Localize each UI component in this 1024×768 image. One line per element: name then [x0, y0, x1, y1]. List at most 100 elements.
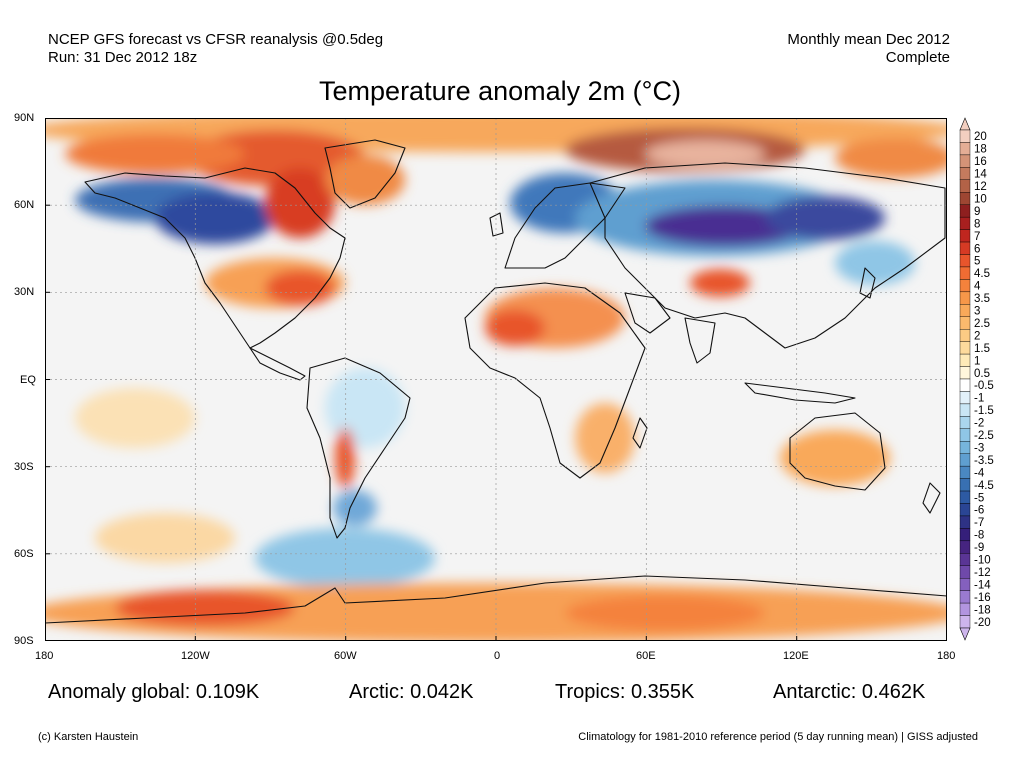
colorbar-swatch — [959, 266, 971, 280]
coast-madagascar — [632, 417, 648, 449]
colorbar-swatch — [959, 403, 971, 417]
coast-central-america — [249, 347, 306, 381]
colorbar-swatch — [959, 565, 971, 579]
colorbar-swatch — [959, 378, 971, 392]
temperature-anomaly-map — [45, 118, 947, 641]
coast-arabia — [624, 292, 671, 334]
coastlines — [45, 139, 947, 624]
lon-label-60w: 60W — [334, 650, 357, 662]
colorbar-label: -4.5 — [974, 480, 994, 492]
colorbar-label: -9 — [974, 542, 984, 554]
coast-asia — [589, 162, 946, 349]
lon-label-180e: 180 — [937, 650, 956, 662]
colorbar-swatch — [959, 142, 971, 156]
lon-label-60e: 60E — [636, 650, 656, 662]
colorbar-swatch — [959, 540, 971, 554]
colorbar-swatch — [959, 465, 971, 479]
colorbar-label: 14 — [974, 169, 987, 181]
coast-new-zealand — [922, 482, 941, 514]
colorbar-swatch — [959, 478, 971, 492]
colorbar-label: 5 — [974, 256, 980, 268]
coast-uk — [489, 212, 504, 237]
colorbar-swatch — [959, 291, 971, 305]
colorbar-label: -5 — [974, 492, 984, 504]
colorbar-label: 4 — [974, 281, 981, 293]
colorbar-label: -20 — [974, 617, 991, 629]
colorbar-label: -2.5 — [974, 430, 994, 442]
coast-antarctica — [45, 575, 947, 624]
lon-label-0: 0 — [494, 650, 501, 662]
colorbar-swatch — [959, 490, 971, 504]
colorbar-label: 7 — [974, 231, 980, 243]
colorbar-swatch — [959, 341, 971, 355]
colorbar-label: -2 — [974, 418, 984, 430]
colorbar-swatch — [959, 428, 971, 442]
lat-label-90s: 90S — [14, 635, 34, 647]
stat-global: Anomaly global: 0.109K — [48, 681, 260, 703]
lon-label-180w: 180 — [35, 650, 54, 662]
coast-south-america — [306, 357, 411, 539]
lat-label-eq: EQ — [20, 374, 36, 386]
colorbar-label: -12 — [974, 567, 991, 579]
colorbar-label: -3.5 — [974, 455, 994, 467]
lon-label-120w: 120W — [181, 650, 210, 662]
colorbar-label: -8 — [974, 530, 984, 542]
colorbar-swatch — [959, 528, 971, 542]
coast-indonesia — [744, 382, 856, 404]
colorbar-label: 1 — [974, 355, 980, 367]
stat-antarctic: Antarctic: 0.462K — [773, 681, 926, 703]
colorbar-label: 16 — [974, 156, 987, 168]
coast-europe — [504, 182, 626, 269]
colorbar-swatch — [959, 615, 971, 629]
colorbar: 201816141210987654.543.532.521.510.5-0.5… — [959, 117, 994, 641]
lat-label-60n: 60N — [14, 199, 35, 211]
period-line: Monthly mean Dec 2012 — [787, 31, 950, 48]
colorbar-label: -4 — [974, 467, 985, 479]
colorbar-swatch — [959, 590, 971, 604]
colorbar-label: -1.5 — [974, 405, 994, 417]
colorbar-swatch — [959, 179, 971, 193]
colorbar-label: -3 — [974, 442, 984, 454]
colorbar-swatch — [959, 316, 971, 330]
colorbar-swatch — [959, 416, 971, 430]
colorbar-swatch — [959, 602, 971, 616]
stat-tropics: Tropics: 0.355K — [555, 681, 695, 703]
colorbar-swatch — [959, 204, 971, 218]
credit: (c) Karsten Haustein — [38, 731, 139, 743]
lat-label-30n: 30N — [14, 286, 35, 298]
colorbar-swatch — [959, 216, 971, 230]
colorbar-label: -16 — [974, 592, 991, 604]
climatology-note: Climatology for 1981-2010 reference peri… — [578, 731, 978, 743]
colorbar-label: 9 — [974, 206, 980, 218]
coast-greenland — [324, 139, 406, 209]
stat-arctic: Arctic: 0.042K — [349, 681, 474, 703]
coast-australia — [789, 412, 886, 491]
lon-label-120e: 120E — [783, 650, 809, 662]
colorbar-swatch — [959, 279, 971, 293]
graticule — [45, 118, 947, 641]
colorbar-label: -7 — [974, 517, 984, 529]
colorbar-label: 2.5 — [974, 318, 990, 330]
colorbar-swatch — [959, 453, 971, 467]
colorbar-max-arrow — [959, 117, 971, 131]
colorbar-label: -0.5 — [974, 380, 994, 392]
colorbar-swatch — [959, 192, 971, 205]
colorbar-label: -6 — [974, 505, 984, 517]
colorbar-swatch — [959, 503, 971, 517]
coast-africa — [464, 282, 646, 479]
colorbar-label: 0.5 — [974, 368, 990, 380]
colorbar-label: 3.5 — [974, 293, 990, 305]
colorbar-swatch — [959, 553, 971, 566]
colorbar-swatch — [959, 129, 971, 143]
colorbar-label: -1 — [974, 393, 984, 405]
colorbar-label: -10 — [974, 555, 991, 567]
coast-north-america — [84, 167, 346, 349]
colorbar-label: 3 — [974, 306, 980, 318]
colorbar-label: 8 — [974, 218, 980, 230]
colorbar-label: 2 — [974, 330, 980, 342]
run-line: Run: 31 Dec 2012 18z — [48, 49, 198, 66]
colorbar-swatch — [959, 328, 971, 342]
colorbar-swatch — [959, 353, 971, 367]
colorbar-label: 20 — [974, 131, 987, 143]
lat-label-60s: 60S — [14, 548, 34, 560]
